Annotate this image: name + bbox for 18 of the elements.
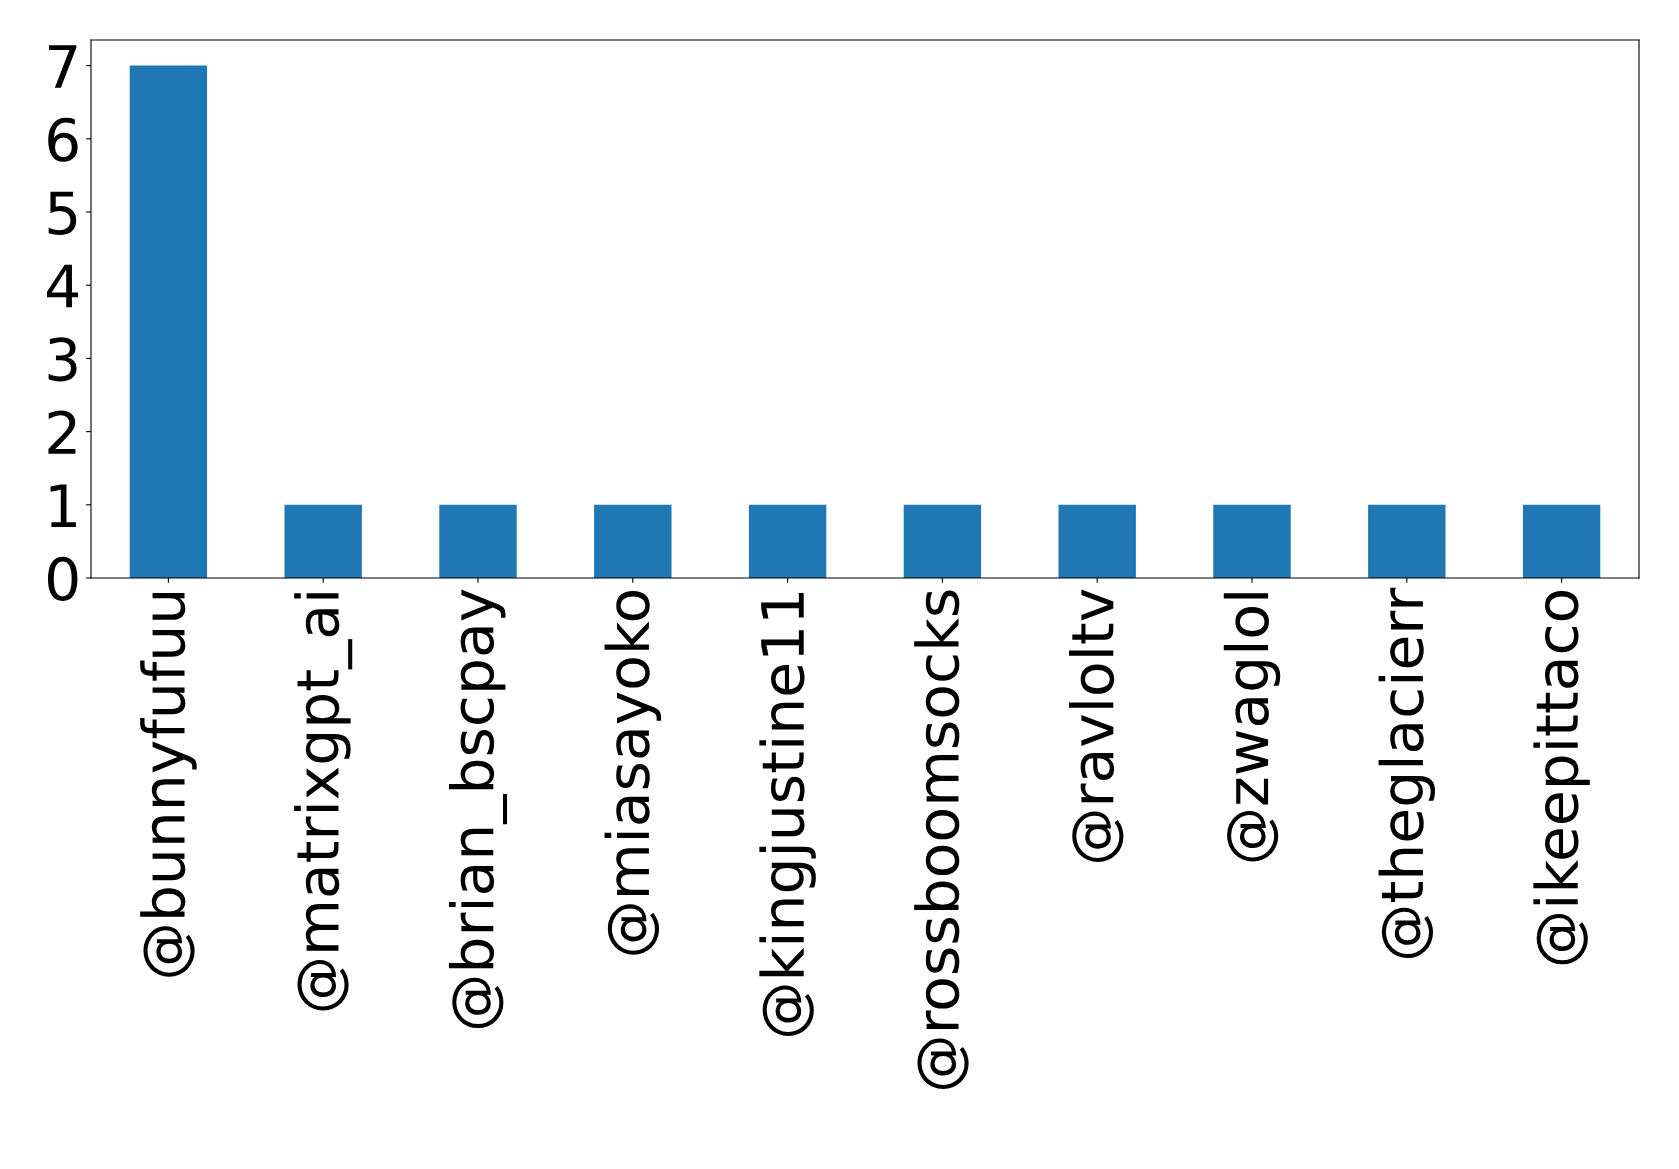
y-tick-label: 1: [50, 484, 76, 527]
x-tick-label: @ikeepittaco: [1533, 590, 1590, 965]
x-tick-label: @kingjustine11: [759, 593, 816, 1036]
y-tick-label: 6: [48, 117, 78, 162]
y-tick-label: 0: [48, 556, 78, 601]
y-tick-label: 2: [48, 410, 76, 454]
x-tick-label: @matrixgpt_ai: [294, 593, 353, 1011]
x-tick-label: @zwaglol: [1223, 593, 1281, 862]
y-tick-label: 4: [47, 264, 79, 308]
x-tick-label: @bunnyfufuu: [140, 593, 197, 977]
x-tick-label: @ravloltv: [1068, 589, 1124, 862]
x-tick-label: @rossboomsocks: [914, 590, 969, 1089]
x-tick-label: @miasayoko: [604, 590, 662, 955]
y-tick-label: 5: [48, 191, 77, 236]
x-tick-label: @theglacierr: [1378, 587, 1436, 959]
x-tick-label: @brian_bscpay: [448, 589, 508, 1029]
y-tick-label: 3: [48, 337, 77, 382]
y-tick-label: 7: [48, 45, 77, 88]
